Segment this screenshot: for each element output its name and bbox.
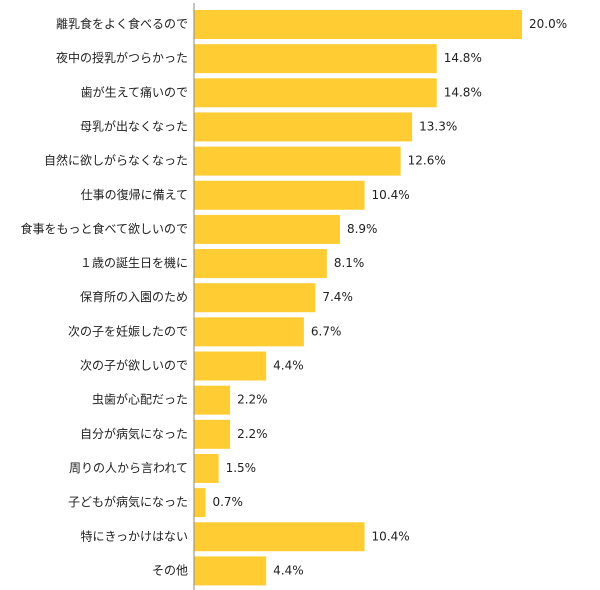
bar [194, 249, 327, 279]
category-label: 母乳が出なくなった [80, 118, 188, 133]
bar [194, 214, 340, 244]
bar [194, 488, 206, 518]
bar [194, 180, 365, 210]
value-label: 8.1% [334, 256, 365, 270]
value-label: 10.4% [372, 188, 410, 202]
category-label: 周りの人から言われて [69, 461, 188, 475]
bar [194, 419, 231, 449]
value-label: 14.8% [444, 51, 482, 65]
category-labels-group: 離乳食をよく食べるので夜中の授乳がつらかった歯が生えて痛いので母乳が出なくなった… [20, 16, 188, 577]
bars-group [194, 10, 522, 586]
value-label: 13.3% [419, 119, 457, 133]
category-label: 保育所の入園のため [80, 289, 188, 304]
value-label: 0.7% [212, 495, 243, 509]
value-label: 2.2% [237, 393, 268, 407]
bar [194, 385, 231, 415]
category-label: 虫歯が心配だった [92, 392, 188, 407]
value-label: 14.8% [444, 85, 482, 99]
bar [194, 44, 437, 74]
category-label: 離乳食をよく食べるので [56, 16, 188, 31]
category-label: 子どもが病気になった [68, 494, 188, 509]
category-label: 食事をもっと食べて欲しいので [20, 221, 188, 236]
category-label: その他 [152, 563, 188, 577]
category-label: 自分が病気になった [80, 426, 188, 441]
value-label: 12.6% [408, 154, 446, 168]
value-label: 7.4% [322, 290, 353, 304]
bar [194, 283, 316, 313]
bar [194, 453, 219, 483]
bar [194, 78, 437, 108]
bar [194, 317, 304, 347]
value-label: 6.7% [311, 324, 342, 338]
category-label: 自然に欲しがらなくなった [44, 153, 188, 168]
category-label: 夜中の授乳がつらかった [56, 50, 188, 65]
bar [194, 556, 267, 586]
bar [194, 112, 413, 142]
bar [194, 522, 365, 552]
value-label: 8.9% [347, 222, 378, 236]
bar [194, 146, 401, 176]
value-label: 4.4% [273, 563, 304, 577]
category-label: 歯が生えて痛いので [81, 84, 188, 99]
category-label: 次の子が欲しいので [80, 358, 188, 373]
bar [194, 351, 267, 381]
bar [194, 10, 522, 39]
value-label: 20.0% [529, 17, 567, 31]
category-label: １歳の誕生日を機に [80, 255, 188, 270]
category-label: 仕事の復帰に備えて [81, 187, 188, 202]
value-label: 2.2% [237, 427, 268, 441]
category-label: 次の子を妊娠したので [68, 324, 188, 338]
category-label: 特にきっかけはない [80, 528, 188, 543]
value-label: 1.5% [226, 461, 257, 475]
value-label: 10.4% [372, 529, 410, 543]
value-label: 4.4% [273, 359, 304, 373]
value-labels-group: 20.0% 14.8% 14.8% 13.3% 12.6% 10.4% 8.9% 8.1% 7.… [212, 17, 567, 577]
